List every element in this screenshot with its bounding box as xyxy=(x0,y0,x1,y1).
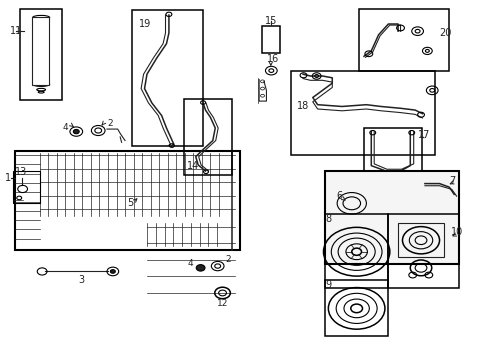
Bar xyxy=(15,151,239,250)
Text: 8: 8 xyxy=(325,214,331,224)
Text: 18: 18 xyxy=(296,102,308,112)
Text: 16: 16 xyxy=(266,54,278,64)
Bar xyxy=(358,9,448,71)
Bar xyxy=(325,280,387,336)
Bar xyxy=(325,214,387,288)
Text: 4: 4 xyxy=(187,259,192,268)
Bar xyxy=(397,223,444,257)
Text: 9: 9 xyxy=(325,280,331,290)
Text: 2: 2 xyxy=(225,255,231,264)
Text: 14: 14 xyxy=(187,161,199,171)
Circle shape xyxy=(73,130,79,134)
Bar xyxy=(290,71,434,155)
Bar xyxy=(387,214,458,288)
Text: 11: 11 xyxy=(10,26,22,36)
Circle shape xyxy=(110,270,115,273)
Text: 1: 1 xyxy=(5,173,11,183)
Bar xyxy=(363,128,422,180)
Text: 4: 4 xyxy=(62,123,68,132)
Text: 20: 20 xyxy=(438,28,450,38)
Text: 17: 17 xyxy=(417,130,429,140)
Bar xyxy=(183,99,232,175)
Circle shape xyxy=(196,265,204,271)
Bar xyxy=(32,17,49,85)
Bar xyxy=(20,9,61,100)
Bar xyxy=(325,171,458,264)
Text: 13: 13 xyxy=(15,167,27,177)
Text: 5: 5 xyxy=(126,198,133,208)
Text: 15: 15 xyxy=(264,17,277,27)
Bar xyxy=(132,10,203,146)
Text: 3: 3 xyxy=(78,275,84,285)
Text: 19: 19 xyxy=(139,19,151,29)
Bar xyxy=(261,26,280,53)
Text: 10: 10 xyxy=(449,227,462,237)
Bar xyxy=(13,171,40,203)
Text: 7: 7 xyxy=(448,176,454,186)
Text: 6: 6 xyxy=(336,192,342,202)
Text: 12: 12 xyxy=(216,299,228,308)
Text: 2: 2 xyxy=(107,119,113,128)
